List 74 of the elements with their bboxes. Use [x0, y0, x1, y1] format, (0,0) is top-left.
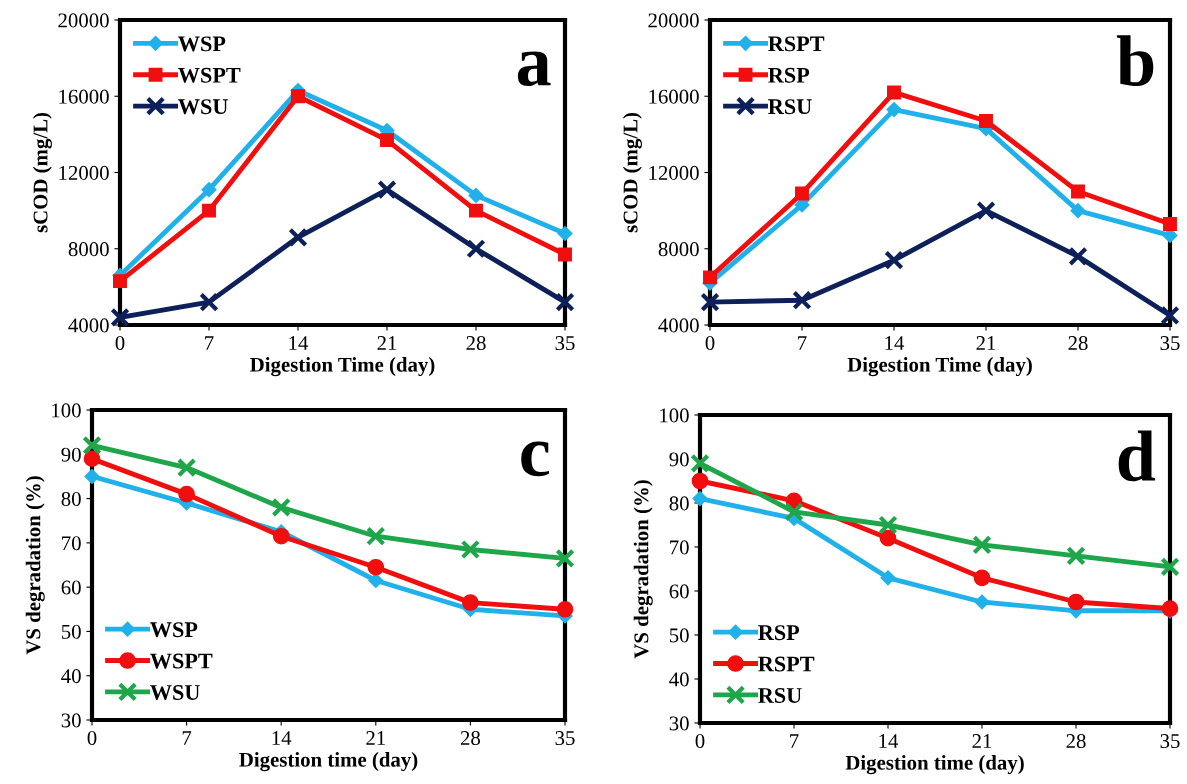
x-tick-label: 14 — [885, 336, 905, 350]
y-tick-label: 50 — [61, 624, 81, 639]
y-tick-label: 20000 — [58, 13, 109, 28]
x-tick-label: 7 — [205, 336, 214, 350]
annotation: a — [517, 51, 551, 87]
x-tick-label: 35 — [555, 336, 575, 351]
y-tick-label: 8000 — [658, 242, 699, 257]
legend-label: RSPT — [768, 36, 825, 52]
x-tick-label: 7 — [798, 336, 807, 350]
y-tick-label: 12000 — [649, 165, 699, 180]
x-tick-label: 0 — [705, 336, 715, 351]
legend-label: WSU — [150, 685, 200, 701]
x-axis-title: Digestion Time (day) — [847, 357, 1032, 377]
y-tick-label: 30 — [61, 713, 81, 728]
x-tick-label: 7 — [182, 731, 192, 745]
y-tick-label: 12000 — [59, 165, 109, 180]
legend-label: WSP — [150, 622, 198, 638]
y-tick-label: 60 — [669, 584, 689, 599]
y-tick-label: 100 — [52, 403, 81, 418]
y-tick-label: 40 — [61, 669, 81, 684]
legend-label: WSU — [178, 99, 228, 115]
y-axis-title: sCOD (mg/L) — [622, 112, 642, 233]
y-axis-title: VS degradation (%) — [633, 480, 653, 659]
x-tick-label: 28 — [1066, 734, 1086, 749]
x-tick-label: 28 — [460, 731, 481, 746]
y-tick-label: 16000 — [649, 89, 699, 104]
x-tick-label: 21 — [972, 734, 992, 748]
legend-label: RSP — [768, 67, 810, 83]
x-tick-label: 14 — [289, 336, 309, 350]
y-tick-label: 8000 — [68, 242, 109, 257]
x-axis-title: Digestion time (day) — [845, 755, 1024, 775]
x-axis-title: Digestion Time (day) — [250, 357, 435, 377]
x-tick-label: 35 — [555, 731, 575, 746]
y-tick-label: 90 — [669, 452, 689, 467]
x-tick-label: 21 — [377, 336, 397, 350]
x-axis-title: Digestion time (day) — [239, 752, 418, 772]
x-tick-label: 35 — [1160, 336, 1180, 351]
annotation: c — [521, 441, 549, 477]
y-tick-label: 80 — [61, 491, 81, 506]
y-tick-label: 16000 — [59, 89, 109, 104]
x-tick-label: 0 — [695, 734, 705, 749]
legend-label: WSPT — [178, 67, 241, 83]
y-tick-label: 90 — [61, 447, 81, 462]
y-tick-label: 60 — [61, 580, 81, 595]
y-tick-label: 100 — [660, 408, 689, 423]
x-tick-label: 28 — [466, 336, 486, 351]
y-tick-label: 50 — [669, 628, 689, 643]
annotation: b — [1116, 35, 1154, 87]
x-tick-label: 28 — [1068, 336, 1088, 351]
legend-label: RSP — [758, 625, 800, 641]
y-tick-label: 80 — [669, 496, 689, 511]
legend-label: WSPT — [150, 653, 213, 669]
y-tick-label: 30 — [669, 716, 689, 731]
x-tick-label: 0 — [115, 336, 125, 351]
x-tick-label: 14 — [879, 734, 899, 748]
y-tick-label: 40 — [669, 672, 689, 687]
x-tick-label: 21 — [976, 336, 996, 350]
y-tick-label: 20000 — [648, 13, 699, 28]
y-tick-label: 4000 — [68, 318, 109, 333]
y-axis-title: VS degradation (%) — [25, 476, 45, 655]
x-tick-label: 7 — [790, 734, 799, 748]
x-tick-label: 14 — [272, 731, 292, 745]
legend-label: WSP — [178, 36, 226, 52]
legend-label: RSU — [758, 688, 802, 703]
y-tick-label: 4000 — [658, 318, 699, 333]
annotation: d — [1118, 430, 1156, 482]
x-tick-label: 35 — [1160, 734, 1180, 749]
y-axis-title: sCOD (mg/L) — [32, 112, 52, 233]
legend-label: RSU — [768, 99, 812, 115]
legend-label: RSPT — [758, 656, 815, 672]
y-tick-label: 70 — [62, 536, 81, 551]
y-tick-label: 70 — [670, 540, 689, 555]
x-tick-label: 0 — [87, 731, 97, 746]
x-tick-label: 21 — [366, 731, 385, 745]
